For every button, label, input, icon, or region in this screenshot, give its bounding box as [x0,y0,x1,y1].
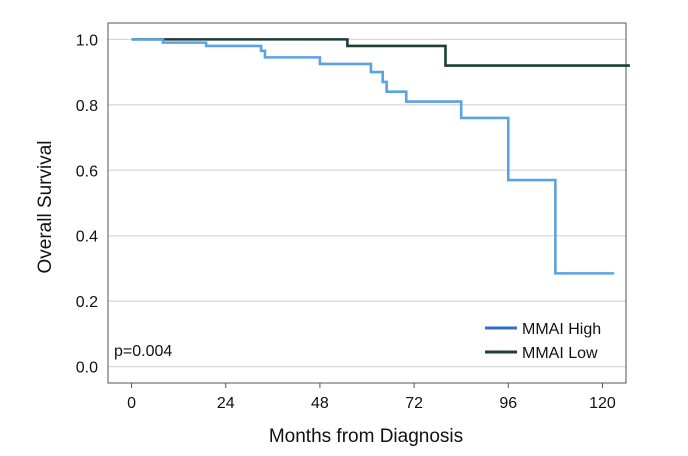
legend-label-mmai-low: MMAI Low [522,345,598,362]
y-tick-label: 0.4 [76,229,98,246]
x-axis-title: Months from Diagnosis [269,426,463,447]
x-tick-label: 24 [217,395,235,412]
y-tick-label: 0.8 [76,98,98,115]
series-line-mmai-high [131,38,615,275]
plot-frame [107,22,627,384]
x-tick-label: 96 [499,395,517,412]
x-tick-label: 120 [589,395,616,412]
x-tick-label: 72 [405,395,423,412]
y-tick-label: 1.0 [76,32,98,49]
legend: MMAI High MMAI Low [485,321,601,362]
plot-border [107,22,627,384]
series-line-mmai-low [131,38,630,67]
grid-lines [108,38,626,368]
y-tick-label: 0.6 [76,163,98,180]
p-value-annotation: p=0.004 [114,343,172,360]
y-axis-title: Overall Survival [35,140,56,273]
y-tick-label: 0.0 [76,360,98,377]
series-lines [131,38,630,275]
legend-label-mmai-high: MMAI High [522,321,601,338]
axis-ticks: 0.0 0.2 0.4 0.6 0.8 1.0 0 24 48 72 96 120 [76,32,616,412]
x-tick-label: 48 [311,395,329,412]
y-tick-label: 0.2 [76,294,98,311]
x-tick-label: 0 [127,395,136,412]
